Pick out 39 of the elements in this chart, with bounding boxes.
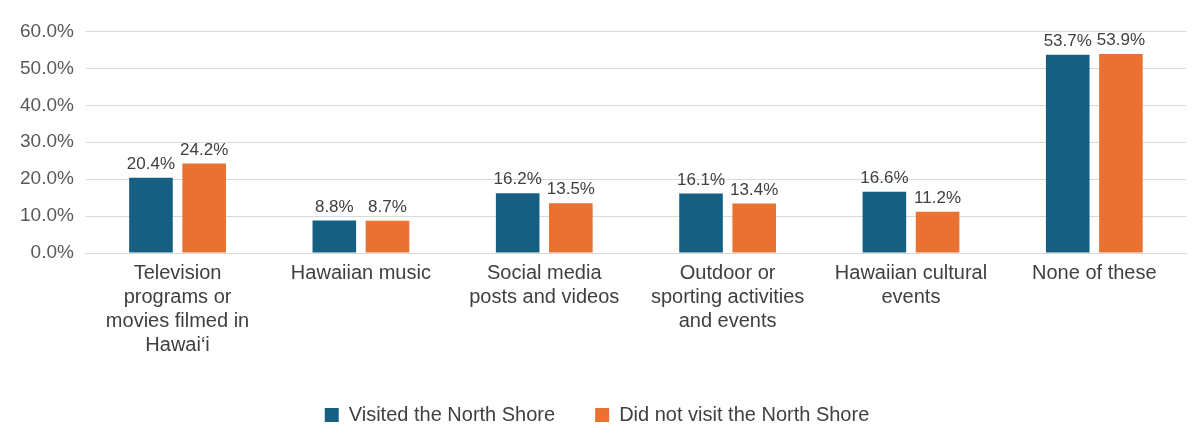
y-tick-label: 40.0% xyxy=(20,93,74,115)
data-label: 20.4% xyxy=(126,153,176,173)
bar xyxy=(129,177,173,253)
data-label: 8.8% xyxy=(314,196,354,216)
bar xyxy=(365,220,410,253)
bar xyxy=(732,203,776,253)
data-label: 13.4% xyxy=(730,179,779,199)
data-label: 53.7% xyxy=(1043,30,1092,50)
y-tick-label: 60.0% xyxy=(20,19,74,41)
data-label: 16.2% xyxy=(493,169,542,189)
x-tick-label: Hawaiian cultural events xyxy=(834,260,988,307)
legend-label: Visited the North Shore xyxy=(348,402,556,425)
x-tick-label: Social media posts and videos xyxy=(469,260,620,307)
bar xyxy=(1099,53,1143,253)
bar xyxy=(182,163,226,253)
y-tick-label: 50.0% xyxy=(20,56,74,78)
bar xyxy=(1045,54,1090,253)
data-label: 16.1% xyxy=(676,169,726,189)
legend-label: Did not visit the North Shore xyxy=(619,402,870,425)
bar xyxy=(862,191,907,253)
bar xyxy=(915,211,960,253)
bar xyxy=(549,203,593,253)
x-tick-label: Outdoor or sporting activities and events xyxy=(650,260,805,331)
data-label: 11.2% xyxy=(914,187,962,207)
y-tick-label: 20.0% xyxy=(20,167,74,189)
bar xyxy=(312,220,357,253)
x-tick-label: Television programs or movies filmed in Hawai‘i xyxy=(105,260,250,355)
data-label: 8.7% xyxy=(368,197,407,217)
bar xyxy=(495,193,540,253)
y-tick-label: 0.0% xyxy=(30,241,74,263)
data-label: 53.9% xyxy=(1096,30,1146,50)
data-label: 16.6% xyxy=(860,167,909,187)
data-label: 24.2% xyxy=(180,139,229,159)
bar xyxy=(679,193,723,253)
x-tick-label: Hawaiian music xyxy=(290,260,431,283)
y-tick-label: 10.0% xyxy=(20,204,74,226)
x-tick-label: None of these xyxy=(1032,260,1157,283)
y-tick-label: 30.0% xyxy=(20,130,74,152)
data-label: 13.5% xyxy=(546,179,595,199)
